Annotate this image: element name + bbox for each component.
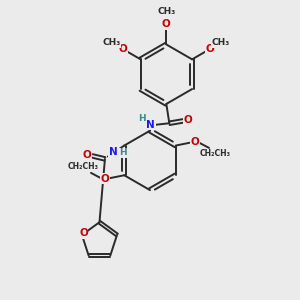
- Text: O: O: [162, 19, 171, 29]
- Text: CH₂CH₃: CH₂CH₃: [68, 162, 99, 171]
- Text: N: N: [146, 120, 155, 130]
- Text: CH₃: CH₃: [157, 7, 176, 16]
- Text: O: O: [79, 229, 88, 238]
- Text: N: N: [109, 147, 118, 158]
- Text: O: O: [184, 115, 192, 125]
- Text: CH₃: CH₃: [212, 38, 230, 47]
- Text: O: O: [83, 150, 92, 160]
- Text: CH₂CH₃: CH₂CH₃: [200, 149, 230, 158]
- Text: H: H: [138, 114, 146, 123]
- Text: CH₃: CH₃: [103, 38, 121, 47]
- Text: H: H: [119, 148, 127, 158]
- Text: O: O: [206, 44, 214, 54]
- Text: O: O: [100, 174, 109, 184]
- Text: O: O: [191, 137, 200, 147]
- Text: O: O: [118, 44, 127, 54]
